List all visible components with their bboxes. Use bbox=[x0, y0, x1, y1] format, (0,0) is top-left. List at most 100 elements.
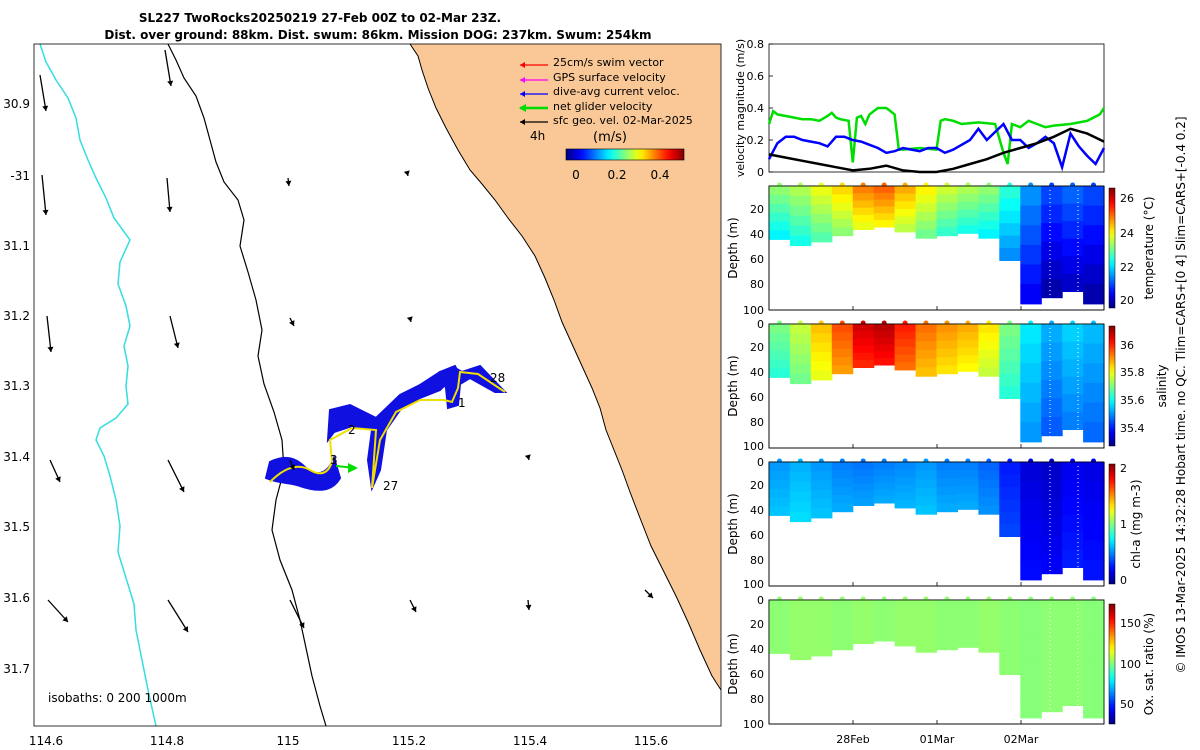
section-cell bbox=[873, 351, 896, 359]
surface-sample-dot bbox=[902, 458, 908, 464]
time-x-tick: 02Mar bbox=[1004, 733, 1039, 746]
section-cell bbox=[810, 351, 833, 362]
surface-sample-dot bbox=[797, 320, 803, 326]
section-cell bbox=[936, 616, 958, 626]
surface-sample-dot bbox=[1091, 596, 1096, 602]
geo-velocity-arrow bbox=[166, 177, 173, 213]
section-cell bbox=[999, 248, 1021, 261]
map-frame bbox=[33, 43, 722, 727]
depth-tick: 0 bbox=[757, 456, 764, 469]
depth-tick: 80 bbox=[750, 693, 764, 706]
section-cell bbox=[810, 480, 833, 491]
section-cell bbox=[852, 324, 875, 332]
section-cell bbox=[1020, 619, 1042, 640]
section-cell bbox=[852, 469, 875, 477]
section-cell bbox=[978, 505, 1000, 515]
section-cell bbox=[1083, 481, 1105, 502]
section-cell bbox=[1020, 186, 1042, 207]
chla-cbar-tick: 2 bbox=[1120, 462, 1127, 475]
surface-sample-dot bbox=[839, 458, 845, 464]
section-cell bbox=[1083, 639, 1105, 660]
geo-velocity-arrow bbox=[406, 316, 413, 323]
section-cell bbox=[873, 330, 896, 339]
section-cell bbox=[810, 342, 833, 353]
section-cell bbox=[769, 341, 791, 352]
section-cell bbox=[1041, 499, 1063, 519]
section-cell bbox=[789, 609, 812, 621]
section-cell bbox=[957, 600, 979, 609]
surface-sample-dot bbox=[1007, 596, 1013, 602]
section-cell bbox=[999, 662, 1021, 675]
section-cell bbox=[894, 208, 917, 218]
surface-sample-dot bbox=[986, 596, 992, 602]
surface-sample-dot bbox=[1028, 182, 1034, 188]
section-cell bbox=[1020, 639, 1042, 660]
section-cell bbox=[852, 193, 875, 201]
section-cell bbox=[789, 639, 812, 651]
section-cell bbox=[852, 628, 875, 637]
section-cell bbox=[789, 600, 812, 611]
section-cell bbox=[957, 501, 979, 510]
depth-tick: 60 bbox=[750, 391, 764, 404]
section-cell bbox=[873, 206, 896, 214]
section-cell bbox=[1020, 244, 1042, 266]
surface-sample-dot bbox=[965, 182, 971, 188]
geo-velocity-arrow bbox=[289, 459, 295, 471]
surface-sample-dot bbox=[1070, 596, 1076, 602]
section-cell bbox=[873, 613, 896, 621]
section-cell bbox=[852, 222, 875, 230]
imos-side-note: © IMOS 13-Mar-2025 14:32:28 Hobart time.… bbox=[1174, 116, 1188, 673]
surface-sample-dot bbox=[797, 182, 803, 188]
land-mass bbox=[410, 44, 721, 690]
section-cell bbox=[936, 219, 958, 228]
section-cell bbox=[1020, 284, 1042, 305]
surface-sample-dot bbox=[1007, 182, 1013, 188]
section-cell bbox=[978, 634, 1000, 644]
surface-sample-dot bbox=[777, 458, 782, 464]
section-cell bbox=[1020, 481, 1042, 502]
map-area: 28 1 2 3 27 bbox=[34, 44, 721, 726]
oxygen-colorbar bbox=[1108, 603, 1116, 725]
section-cell bbox=[1041, 536, 1063, 556]
section-cell bbox=[1041, 417, 1063, 437]
section-cell bbox=[978, 332, 1000, 342]
section-cell bbox=[1041, 260, 1063, 280]
legend-interval: 4h bbox=[530, 129, 545, 143]
section-cell bbox=[1062, 462, 1084, 481]
map-legend: 25cm/s swim vector GPS surface velocity … bbox=[519, 56, 693, 182]
section-cell bbox=[1062, 635, 1084, 654]
colorbar-tick: 0.2 bbox=[607, 168, 626, 182]
section-cell bbox=[1083, 678, 1105, 699]
section-cell bbox=[1020, 402, 1042, 423]
section-cell bbox=[936, 348, 958, 358]
surface-sample-dot bbox=[839, 596, 845, 602]
section-cell bbox=[936, 600, 958, 609]
surface-sample-dot bbox=[839, 182, 845, 188]
section-cell bbox=[1041, 223, 1063, 243]
surface-sample-dot bbox=[1028, 596, 1034, 602]
geo-velocity-arrow bbox=[39, 74, 49, 112]
section-cell bbox=[1020, 560, 1042, 581]
section-cell bbox=[810, 471, 833, 482]
map-x-tick: 115 bbox=[277, 734, 300, 748]
section-cell bbox=[957, 631, 979, 640]
surface-sample-dot bbox=[881, 320, 887, 326]
section-cell bbox=[1041, 186, 1063, 206]
section-cell bbox=[810, 324, 833, 334]
section-cell bbox=[957, 469, 979, 479]
temperature-colorbar bbox=[1108, 187, 1116, 309]
salinity-cbar-tick: 36 bbox=[1120, 339, 1134, 352]
surface-sample-dot bbox=[923, 182, 929, 188]
surface-sample-dot bbox=[1070, 320, 1076, 326]
section-cell bbox=[852, 483, 875, 492]
surface-sample-dot bbox=[777, 320, 782, 326]
section-cell bbox=[1062, 256, 1084, 275]
section-cell bbox=[894, 615, 917, 624]
geo-velocity-arrow bbox=[524, 454, 531, 461]
section-cell bbox=[1041, 637, 1063, 657]
section-cell bbox=[873, 462, 896, 470]
section-cell bbox=[769, 212, 791, 223]
surface-sample-dot bbox=[944, 320, 950, 326]
section-cell bbox=[978, 350, 1000, 360]
section-cell bbox=[873, 482, 896, 490]
